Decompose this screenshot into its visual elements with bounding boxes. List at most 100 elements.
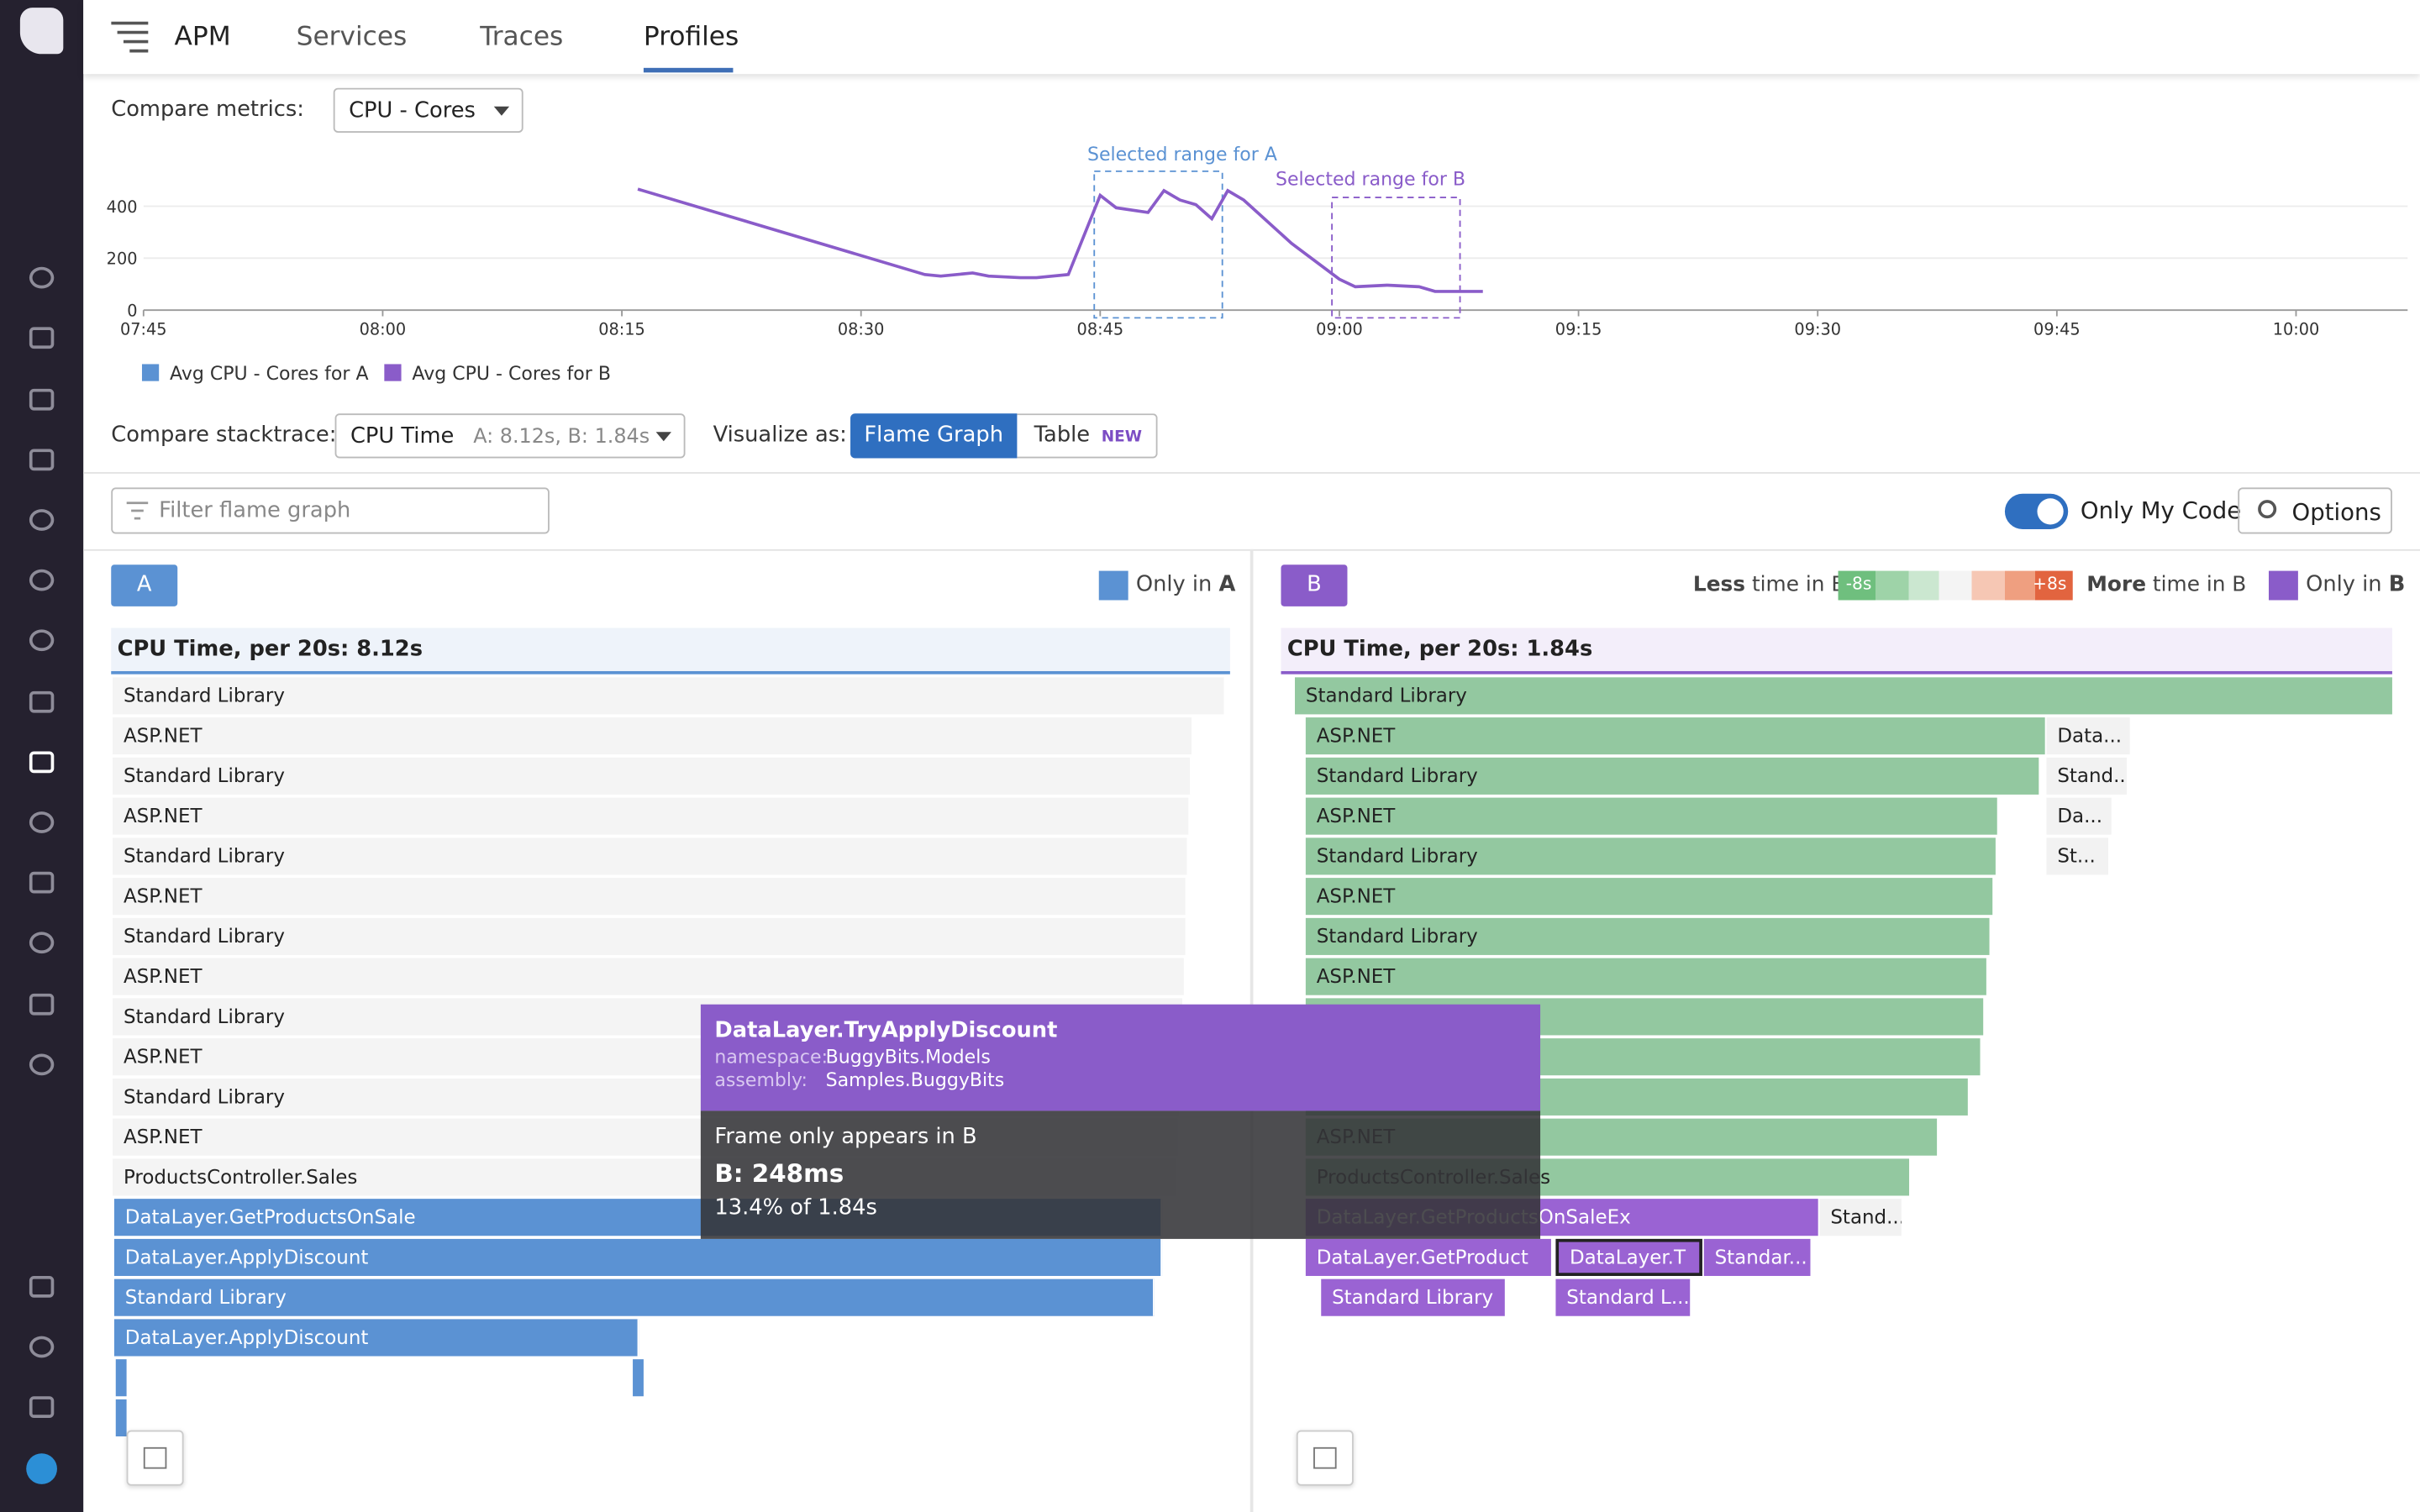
flame-frame[interactable]: ASP.NET [113,878,1186,916]
tab[interactable]: Traces [480,21,564,53]
tooltip-message: Frame only appears in B [714,1124,977,1150]
options-button[interactable]: Options [2238,487,2392,534]
flame-frame[interactable]: ASP.NET [113,958,1184,995]
high-label: +8s [2033,574,2067,595]
metrics-value: CPU - Cores [349,98,476,123]
flame-frame[interactable]: Data... [2046,717,2130,755]
flame-frame[interactable]: Stand... [2046,757,2128,795]
only-in-key: A [1218,572,1236,597]
nav-icon[interactable] [29,932,55,954]
flame-frame[interactable]: ASP.NET [1305,958,1986,995]
nav-icon[interactable] [29,388,55,411]
flame-frame[interactable]: DataLayer.ApplyDiscount [113,1319,639,1357]
gear-icon [2258,500,2277,519]
flame-frame[interactable]: DataLayer.GetProduct [1305,1238,1551,1276]
nav-icon[interactable] [29,871,55,894]
flame-frame[interactable]: Standard Library [1321,1278,1505,1316]
flame-frame[interactable]: DataLayer.ApplyDiscount [113,1238,1163,1276]
flame-frame[interactable]: Standard Library [1305,757,2039,795]
legend-swatch [141,364,160,381]
legend-swatch [2268,570,2298,601]
stacktrace-detail: A: 8.12s, B: 1.84s [473,425,650,449]
metrics-dropdown[interactable]: CPU - Cores [333,87,523,133]
x-tick-label: 09:00 [1316,320,1363,339]
search-icon[interactable] [29,266,55,289]
panel-toggle-button[interactable] [1296,1430,1354,1486]
new-badge: NEW [1101,428,1142,446]
flame-frame[interactable] [115,1359,127,1397]
more-label: More [2086,572,2147,597]
legend-label[interactable]: Avg CPU - Cores for B [412,362,611,385]
flame-frame[interactable]: ASP.NET [1305,797,1997,835]
logo[interactable] [19,8,64,55]
filter-icon [126,501,149,520]
diff-legend: Less time in B [1693,572,1845,596]
avatar[interactable] [26,1453,57,1484]
tooltip-key: assembly: [714,1068,808,1091]
help-icon[interactable] [29,1336,55,1358]
flame-frame[interactable]: Standard Library [113,917,1186,955]
flame-frame[interactable]: Standard Library [1305,837,1996,875]
flame-frame[interactable]: Standard Library [113,837,1187,875]
stacktrace-value: CPU Time [350,424,455,449]
tab-active[interactable]: Profiles [643,21,739,53]
toggle[interactable] [2004,493,2069,529]
range-b [1331,197,1461,319]
tooltip-metric: B: 248ms [714,1158,844,1189]
diff-legend: More time in B [2086,572,2246,596]
range-a [1093,170,1223,319]
nav-icon[interactable] [29,629,55,652]
panel-header: CPU Time, per 20s: 8.12s [111,627,1230,675]
chat-icon[interactable] [29,1275,55,1298]
flame-frame[interactable]: ASP.NET [1305,878,1993,916]
diff-scale: -8s +8s [1838,570,2073,601]
nav-icon[interactable] [29,569,55,591]
low-label: -8s [1845,574,1872,595]
panel-toggle-button[interactable] [126,1430,184,1486]
metrics-label: Compare metrics: [111,97,304,123]
flame-frame[interactable]: Standard Library [113,1278,1155,1316]
only-in-text: Only in [1135,572,1213,597]
nav-icon[interactable] [29,449,55,471]
flame-frame[interactable]: ASP.NET [113,797,1189,835]
menu-icon[interactable] [111,20,151,54]
flame-frame[interactable] [115,1399,127,1436]
nav-icon[interactable] [29,811,55,833]
stacktrace-label: Compare stacktrace: [111,423,337,448]
x-tick-label: 09:30 [1794,320,1841,339]
flame-frame[interactable]: DataLayer.T [1555,1238,1702,1276]
flame-frame[interactable]: ASP.NET [113,717,1192,755]
flame-frame[interactable]: Standard L... [1555,1278,1691,1316]
nav-icon[interactable] [29,327,55,349]
legend-label[interactable]: Avg CPU - Cores for A [170,362,369,385]
flame-frame[interactable]: St... [2046,837,2108,875]
flame-frame[interactable]: Standard Library [113,677,1224,715]
flame-frame[interactable]: ASP.NET [1305,717,2045,755]
nav-icon[interactable] [29,690,55,713]
x-tick-label: 08:15 [598,320,645,339]
visualize-label: Visualize as: [713,423,847,448]
flame-frame[interactable]: Da... [2046,797,2112,835]
flame-frame[interactable]: Standard Library [1295,677,2392,715]
divider [83,472,2420,474]
tab[interactable]: Services [296,21,408,53]
stacktrace-dropdown[interactable]: CPU Time A: 8.12s, B: 1.84s [334,413,686,459]
flame-frame[interactable]: Stand... [1819,1199,1902,1236]
nav-icon[interactable] [29,993,55,1016]
annotation: Selected range for A [1087,144,1277,165]
flame-frame[interactable]: Standar... [1703,1238,1811,1276]
flame-graph-button[interactable]: Flame Graph [850,413,1018,459]
flame-frame[interactable]: Standard Library [1305,917,1990,955]
less-label: Less [1692,572,1746,597]
nav-icon[interactable] [29,1053,55,1076]
nav-icon[interactable] [29,509,55,531]
annotation: Selected range for B [1276,169,1465,190]
flame-frame[interactable] [633,1359,644,1397]
nav-icon-active[interactable] [29,751,55,774]
table-button[interactable]: Table NEW [1017,413,1158,459]
flame-frame[interactable]: Standard Library [113,757,1191,795]
filter-input[interactable]: Filter flame graph [111,487,550,534]
team-icon[interactable] [29,1396,55,1418]
x-tick-label: 08:30 [838,320,885,339]
tooltip-body: Frame only appears in B B: 248ms 13.4% o… [700,1110,1541,1239]
